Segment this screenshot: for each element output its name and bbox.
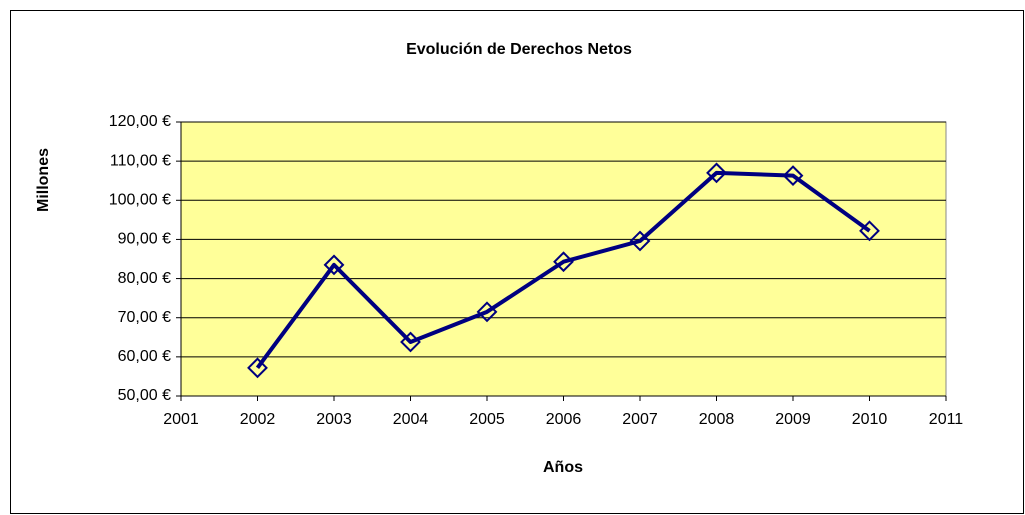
data-marker xyxy=(706,162,727,184)
data-marker xyxy=(476,301,498,323)
y-tick-label: 120,00 € xyxy=(109,113,171,130)
y-tick-label: 50,00 € xyxy=(118,387,171,404)
data-marker xyxy=(859,220,880,242)
data-marker xyxy=(553,251,574,273)
plot-area xyxy=(180,121,947,397)
x-tick-label: 2010 xyxy=(852,411,888,428)
y-axis-label: Millones xyxy=(35,148,52,212)
data-line xyxy=(255,170,871,370)
x-tick-label: 2009 xyxy=(775,411,811,428)
data-marker xyxy=(782,165,804,187)
data-marker xyxy=(400,331,421,353)
x-tick-label: 2008 xyxy=(699,411,735,428)
data-marker xyxy=(247,357,268,379)
y-tick-label: 70,00 € xyxy=(118,309,171,326)
y-tick-label: 90,00 € xyxy=(118,231,171,248)
x-tick-label: 2011 xyxy=(929,411,964,428)
y-tick-label: 60,00 € xyxy=(118,348,171,365)
x-tick-label: 2005 xyxy=(469,411,505,428)
x-axis-label: Años xyxy=(543,459,583,476)
x-tick-label: 2006 xyxy=(546,411,582,428)
x-tick-label: 2007 xyxy=(622,411,658,428)
chart-title: Evolución de Derechos Netos xyxy=(406,41,632,58)
data-marker xyxy=(629,230,651,252)
x-tick-label: 2004 xyxy=(393,411,429,428)
y-tick-label: 80,00 € xyxy=(118,270,171,287)
x-tick-label: 2002 xyxy=(240,411,276,428)
x-tick-label: 2003 xyxy=(316,411,352,428)
data-marker xyxy=(323,254,345,276)
x-tick-label: 2001 xyxy=(163,411,199,428)
y-tick-label: 110,00 € xyxy=(110,152,171,169)
y-tick-label: 100,00 € xyxy=(109,192,171,209)
